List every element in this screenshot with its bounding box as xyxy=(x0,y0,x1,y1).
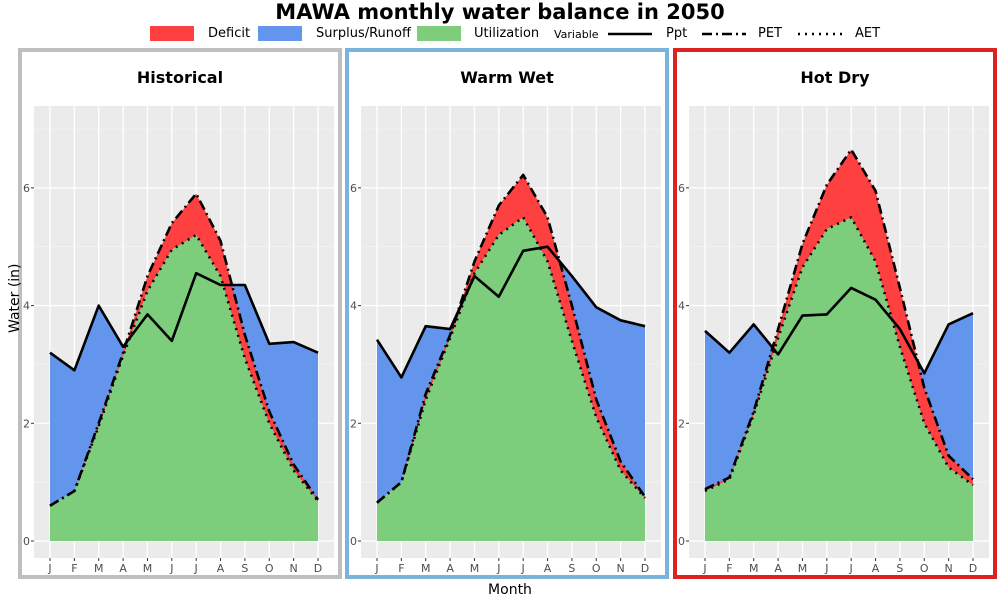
x-axis-label: Month xyxy=(488,582,532,598)
x-tick-label: D xyxy=(314,562,322,575)
utilization-area xyxy=(705,217,973,542)
x-tick-label: D xyxy=(641,562,649,575)
y-axis-label: Water (in) xyxy=(7,263,23,333)
x-tick-label: J xyxy=(824,562,828,575)
series-line-aet xyxy=(704,216,974,493)
surplus-area xyxy=(377,289,469,503)
x-tick-label: S xyxy=(568,562,575,575)
y-tick-label: 2 xyxy=(678,417,685,430)
x-tick-label: J xyxy=(374,562,378,575)
panel-historical: Historical 0 2 4 6 J F M A M J J A S O N D xyxy=(18,48,342,579)
y-tick-label: 6 xyxy=(350,182,357,195)
legend-line-aet xyxy=(798,32,842,36)
surplus-area xyxy=(50,305,130,506)
x-tick-label: J xyxy=(521,562,525,575)
x-tick-label: O xyxy=(592,562,601,575)
deficit-area xyxy=(74,193,319,501)
chart-title: MAWA monthly water balance in 2050 xyxy=(275,0,725,24)
panel-title-hot-dry: Hot Dry xyxy=(800,68,870,87)
x-tick-label: A xyxy=(119,562,127,575)
x-tick-label: J xyxy=(194,562,198,575)
x-tick-label: S xyxy=(241,562,248,575)
legend-label-deficit: Deficit xyxy=(208,26,251,41)
legend-label-surplus: Surplus/Runoff xyxy=(316,26,411,41)
legend-label-ppt: Ppt xyxy=(666,26,688,41)
x-tick-label: J xyxy=(702,562,706,575)
x-tick-label: F xyxy=(71,562,77,575)
legend-line-ppt xyxy=(608,32,652,36)
x-tick-label: N xyxy=(290,562,298,575)
x-tick-label: J xyxy=(496,562,500,575)
x-tick-label: A xyxy=(544,562,552,575)
x-tick-label: M xyxy=(749,562,759,575)
x-tick-label: M xyxy=(470,562,480,575)
legend-swatch-surplus xyxy=(258,26,302,41)
surplus-area xyxy=(705,324,775,491)
panel-title-historical: Historical xyxy=(137,68,223,87)
y-tick-label: 6 xyxy=(678,182,685,195)
x-tick-label: M xyxy=(94,562,104,575)
legend-label-aet: AET xyxy=(855,26,881,41)
legend-label-pet: PET xyxy=(758,26,782,41)
legend-label-utilization: Utilization xyxy=(474,26,540,41)
y-tick-label: 2 xyxy=(350,417,357,430)
legend-swatch-deficit xyxy=(150,26,194,41)
legend-swatch-utilization xyxy=(417,26,461,41)
x-tick-label: M xyxy=(143,562,153,575)
x-tick-label: A xyxy=(446,562,454,575)
x-tick-label: J xyxy=(47,562,51,575)
panel-hot-dry-plot: Hot Dry 0 2 4 6 J F M A M J J A S O N D xyxy=(678,68,989,575)
x-tick-label: M xyxy=(421,562,431,575)
x-tick-label: D xyxy=(969,562,977,575)
deficit-area xyxy=(705,149,973,491)
series-line-ppt xyxy=(704,286,974,375)
x-tick-label: F xyxy=(398,562,404,575)
utilization-area xyxy=(377,217,645,542)
panel-title-warm-wet: Warm Wet xyxy=(460,68,554,87)
x-tick-label: N xyxy=(945,562,953,575)
x-tick-label: M xyxy=(798,562,808,575)
y-tick-label: 6 xyxy=(23,182,30,195)
x-tick-label: J xyxy=(849,562,853,575)
x-tick-label: O xyxy=(920,562,929,575)
y-tick-label: 4 xyxy=(23,300,30,313)
legend: Deficit Surplus/Runoff Utilization Varia… xyxy=(0,24,1000,44)
legend-line-pet xyxy=(702,32,746,36)
utilization-area xyxy=(50,234,318,541)
x-tick-label: A xyxy=(872,562,880,575)
x-tick-label: O xyxy=(265,562,274,575)
x-tick-label: A xyxy=(774,562,782,575)
x-tick-label: J xyxy=(169,562,173,575)
series-line-ppt xyxy=(49,271,319,372)
y-tick-label: 0 xyxy=(350,535,357,548)
series-line-pet xyxy=(376,173,647,504)
series-line-ppt xyxy=(375,245,646,379)
panel-warm-wet: Warm Wet 0 2 4 6 J F M A M J J A S O N D xyxy=(345,48,669,579)
series-line-pet xyxy=(49,192,320,507)
x-tick-label: F xyxy=(726,562,732,575)
series-line-pet xyxy=(704,148,974,491)
y-tick-label: 0 xyxy=(678,535,685,548)
y-tick-label: 4 xyxy=(678,300,685,313)
panel-warm-wet-plot: Warm Wet 0 2 4 6 J F M A M J J A S O N D xyxy=(350,68,661,575)
x-tick-label: S xyxy=(896,562,903,575)
y-tick-label: 2 xyxy=(23,417,30,430)
x-tick-label: A xyxy=(217,562,225,575)
y-tick-label: 0 xyxy=(23,535,30,548)
panel-hot-dry: Hot Dry 0 2 4 6 J F M A M J J A S O N D xyxy=(673,48,997,579)
panel-historical-plot: Historical 0 2 4 6 J F M A M J J A S O N D xyxy=(23,68,334,575)
legend-variable-title: Variable xyxy=(554,28,599,41)
x-tick-label: N xyxy=(617,562,625,575)
y-tick-label: 4 xyxy=(350,300,357,313)
